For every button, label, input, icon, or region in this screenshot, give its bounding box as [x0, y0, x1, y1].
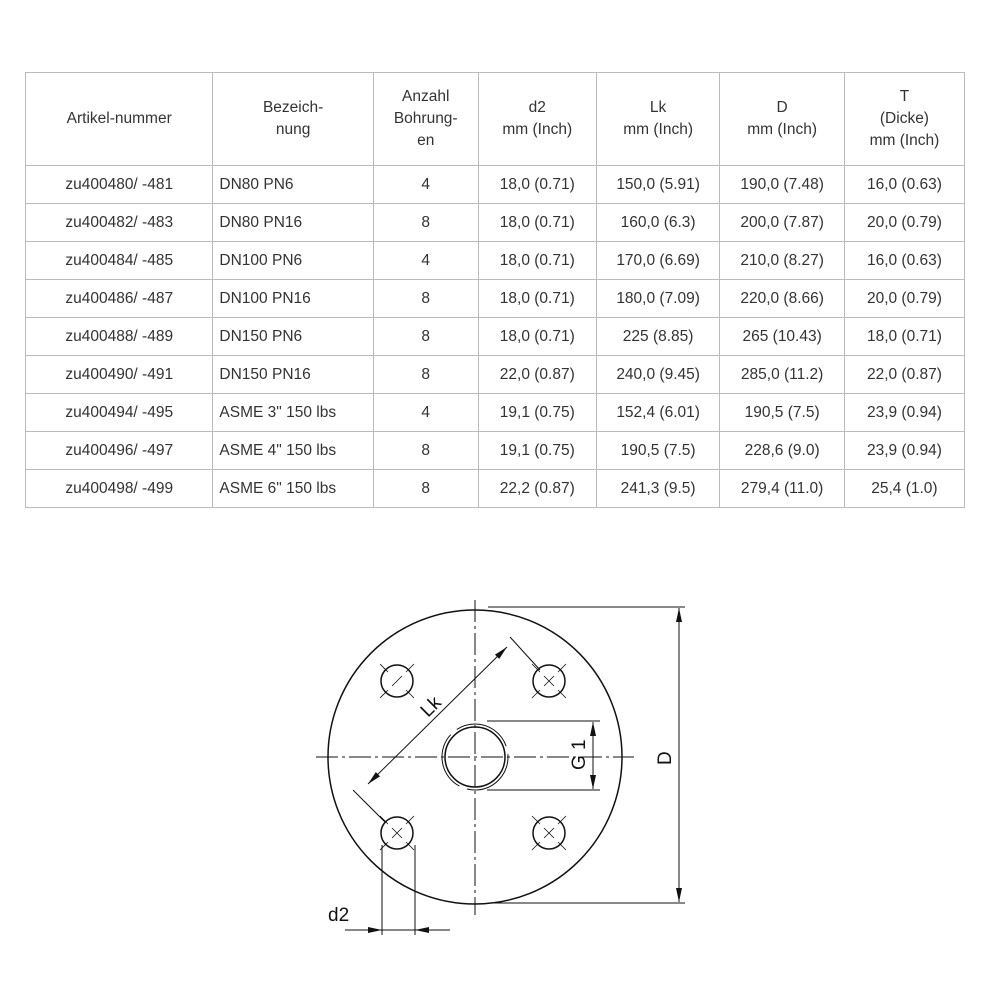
table-cell: 190,5 (7.5) [719, 393, 845, 432]
table-cell: 4 [372, 241, 479, 280]
d2-dimension [345, 845, 450, 935]
table-cell: 22,0 (0.87) [843, 355, 966, 394]
table-cell: 4 [372, 393, 479, 432]
d-dimension [488, 606, 685, 904]
column-header: Lk mm (Inch) [595, 72, 721, 166]
table-row: zu400496/ -497 ASME 4" 150 lbs 8 19,1 (0.75… [24, 431, 966, 470]
table-cell: 18,0 (0.71) [843, 317, 966, 356]
table-cell: 20,0 (0.79) [843, 203, 966, 242]
column-header-line: T [899, 88, 910, 105]
lk-label: Lk [417, 692, 446, 721]
column-header-line: en [417, 132, 435, 149]
table-cell: 20,0 (0.79) [843, 279, 966, 318]
table-cell: DN80 PN16 [212, 203, 374, 242]
column-header: Artikel-nummer [24, 72, 214, 166]
column-header-line: D [776, 99, 788, 116]
column-header-line: mm (Inch) [869, 132, 940, 149]
d-label: D [655, 751, 676, 765]
table-row: zu400490/ -491 DN150 PN16 8 22,0 (0.87) 240,… [24, 355, 966, 394]
table-row: zu400498/ -499 ASME 6" 150 lbs 8 22,2 (0.87… [24, 469, 966, 508]
table-header-row: Artikel-nummer Bezeich-nung Anzahl Bohrung-… [24, 72, 966, 166]
table-cell: 240,0 (9.45) [595, 355, 721, 394]
column-header: Anzahl Bohrung-en [372, 72, 479, 166]
table-cell: 152,4 (6.01) [595, 393, 721, 432]
column-header-line: d2 [528, 99, 546, 116]
g1-label: G 1 [569, 739, 590, 770]
table-cell: 279,4 (11.0) [719, 469, 845, 508]
table-cell: ASME 3" 150 lbs [212, 393, 374, 432]
table-row: zu400486/ -487 DN100 PN16 8 18,0 (0.71) 180,… [24, 279, 966, 318]
column-header-line: nung [275, 121, 311, 138]
table-cell: 285,0 (11.2) [719, 355, 845, 394]
column-header: Bezeich-nung [212, 72, 374, 166]
lk-dimension [352, 636, 541, 823]
d2-label: d2 [328, 905, 349, 926]
column-header-line: mm (Inch) [747, 121, 817, 138]
table-cell: zu400480/ -481 [24, 165, 214, 204]
table-cell: zu400498/ -499 [24, 469, 214, 508]
column-header: d2 mm (Inch) [477, 72, 597, 166]
column-header-line: Bohrung- [393, 110, 458, 127]
g1-dimension [487, 720, 600, 791]
table-cell: 200,0 (7.87) [719, 203, 845, 242]
table-cell: 25,4 (1.0) [843, 469, 966, 508]
table-cell: 180,0 (7.09) [595, 279, 721, 318]
table-cell: DN100 PN16 [212, 279, 374, 318]
table-cell: 225 (8.85) [595, 317, 721, 356]
table-cell: 170,0 (6.69) [595, 241, 721, 280]
table-cell: 18,0 (0.71) [477, 241, 597, 280]
table-cell: ASME 4" 150 lbs [212, 431, 374, 470]
table-cell: 18,0 (0.71) [477, 317, 597, 356]
table-cell: 220,0 (8.66) [719, 279, 845, 318]
table-cell: 16,0 (0.63) [843, 165, 966, 204]
table-cell: 23,9 (0.94) [843, 393, 966, 432]
table-cell: 8 [372, 317, 479, 356]
table-cell: 8 [372, 469, 479, 508]
column-header-line: Anzahl [402, 88, 450, 105]
column-header-line: (Dicke) [879, 110, 929, 127]
table-cell: zu400496/ -497 [24, 431, 214, 470]
column-header-line: Bezeich- [262, 99, 324, 116]
column-header-line: Lk [649, 99, 667, 116]
table-cell: zu400488/ -489 [24, 317, 214, 356]
column-header-line: Artikel-nummer [66, 110, 172, 127]
table-cell: zu400482/ -483 [24, 203, 214, 242]
table-cell: 190,0 (7.48) [719, 165, 845, 204]
table-cell: 23,9 (0.94) [843, 431, 966, 470]
dimensions-table: Artikel-nummer Bezeich-nung Anzahl Bohrung-… [24, 72, 966, 508]
table-cell: 265 (10.43) [719, 317, 845, 356]
column-header-line: mm (Inch) [623, 121, 693, 138]
table-cell: DN150 PN16 [212, 355, 374, 394]
table-cell: 18,0 (0.71) [477, 203, 597, 242]
table-cell: 160,0 (6.3) [595, 203, 721, 242]
table-cell: ASME 6" 150 lbs [212, 469, 374, 508]
table-cell: 241,3 (9.5) [595, 469, 721, 508]
table-row: zu400482/ -483 DN80 PN16 8 18,0 (0.71) 160,0… [24, 203, 966, 242]
table-cell: 190,5 (7.5) [595, 431, 721, 470]
table-row: zu400480/ -481 DN80 PN6 4 18,0 (0.71) 150,0 … [24, 165, 966, 204]
table-cell: 22,2 (0.87) [477, 469, 597, 508]
column-header: T (Dicke) mm (Inch) [843, 72, 966, 166]
table-cell: zu400490/ -491 [24, 355, 214, 394]
table-cell: 19,1 (0.75) [477, 393, 597, 432]
table-row: zu400488/ -489 DN150 PN6 8 18,0 (0.71) 225 (… [24, 317, 966, 356]
table-cell: 16,0 (0.63) [843, 241, 966, 280]
table-cell: 150,0 (5.91) [595, 165, 721, 204]
column-header-line: mm (Inch) [502, 121, 573, 138]
table-cell: 18,0 (0.71) [477, 279, 597, 318]
table-row: zu400494/ -495 ASME 3" 150 lbs 4 19,1 (0.75… [24, 393, 966, 432]
